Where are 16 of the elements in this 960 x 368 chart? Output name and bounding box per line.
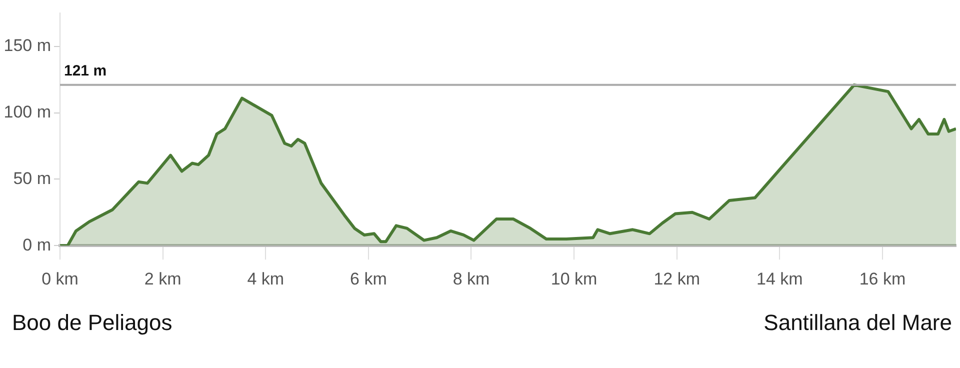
text: Boo de Peliagos [12, 310, 172, 336]
y-tick-label: 0 m [22, 235, 51, 254]
y-tick-label: 100 m [4, 102, 51, 122]
x-tick-label: 14 km [756, 269, 803, 288]
x-tick-label: 12 km [654, 269, 700, 288]
x-tick-label: 4 km [247, 269, 284, 288]
x-tick-label: 2 km [144, 269, 182, 288]
x-tick-label: 0 km [42, 269, 78, 288]
text: Santillana del Mare [764, 310, 952, 336]
ref-line-label: 121 m [64, 62, 107, 80]
x-tick-label: 10 km [550, 269, 598, 288]
x-tick-label: 8 km [452, 269, 490, 288]
x-tick-label: 6 km [350, 269, 387, 288]
y-tick-label: 150 m [4, 36, 51, 56]
y-tick-label: 50 m [13, 168, 51, 188]
x-tick-label: 16 km [859, 269, 906, 288]
